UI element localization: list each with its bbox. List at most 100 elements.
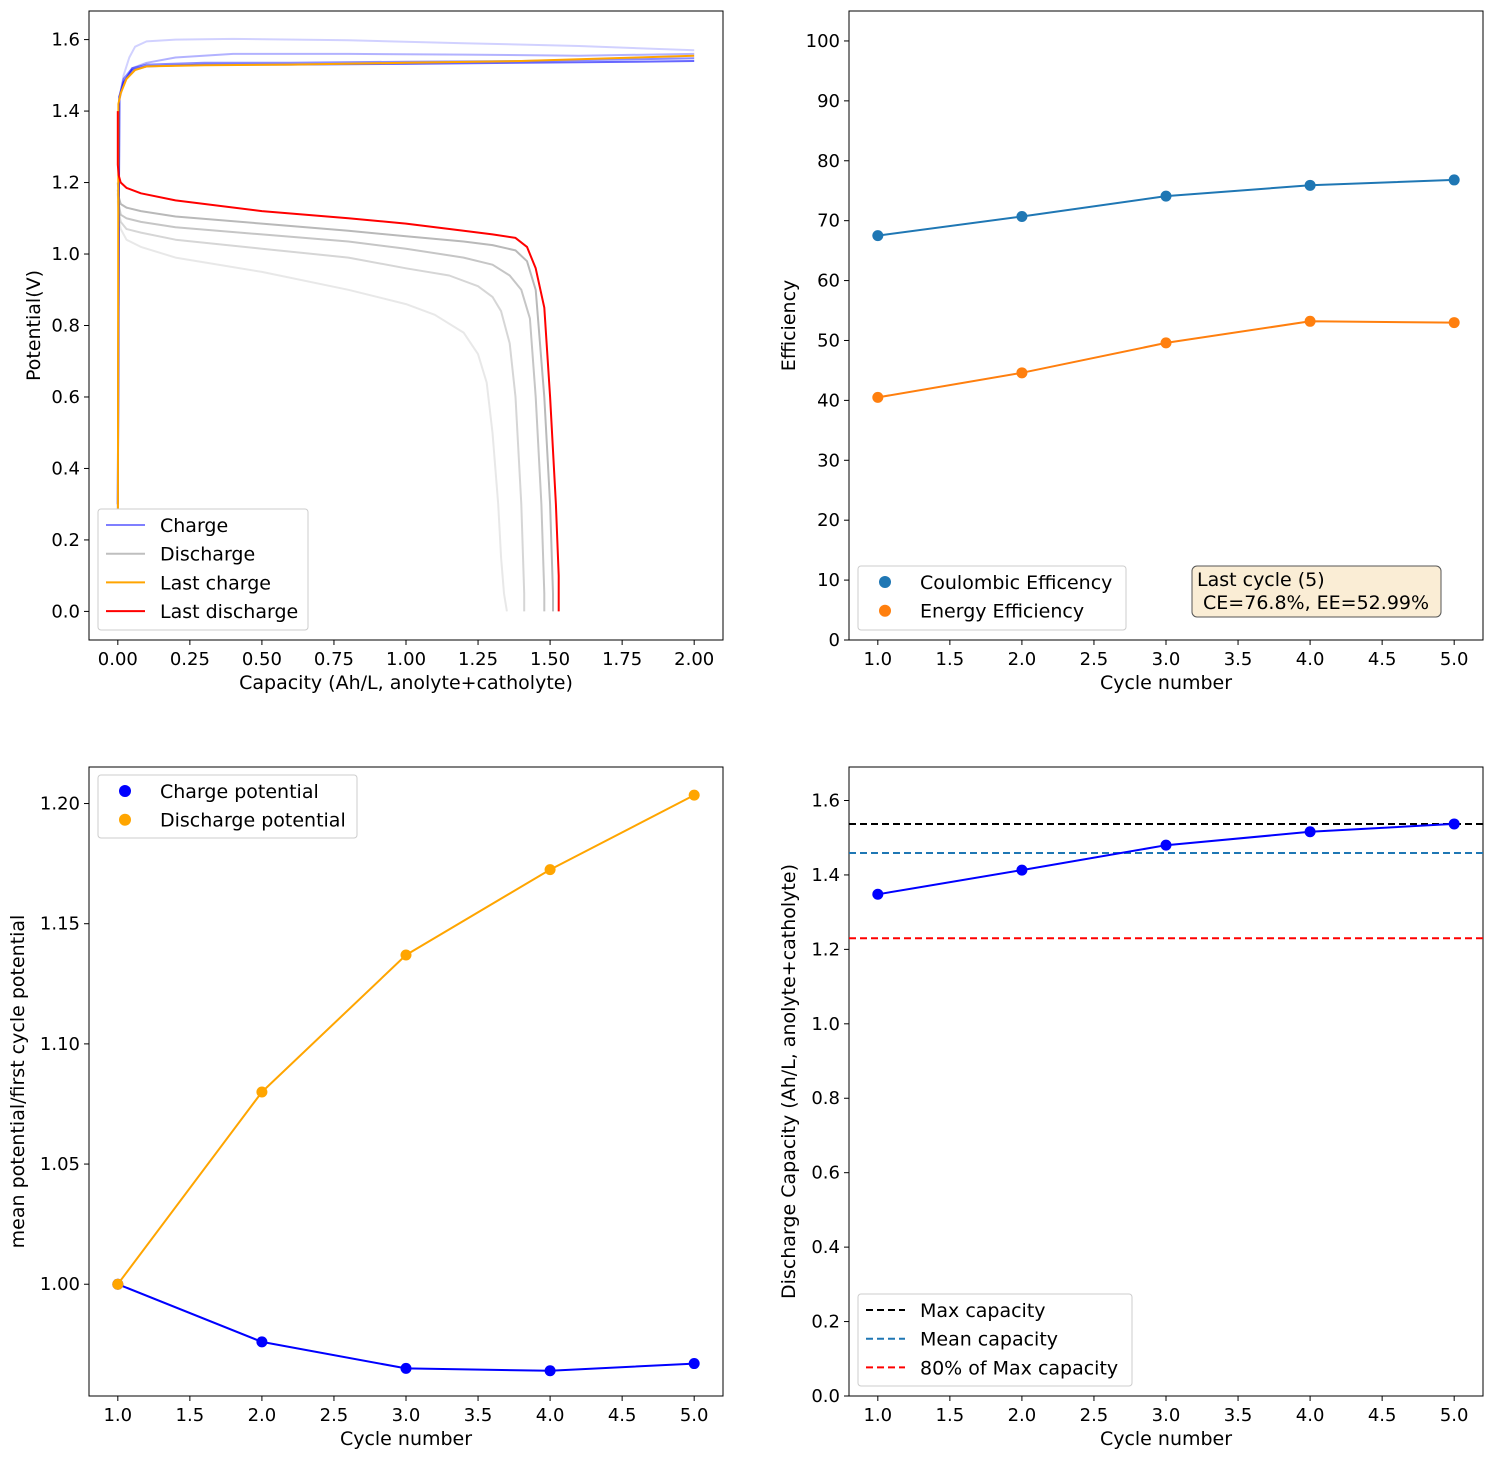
data-point [256,1086,268,1098]
legend-marker [119,785,131,797]
x-tick-label: 1.5 [176,1405,205,1426]
y-tick-label: 1.05 [40,1154,80,1175]
legend-label: 80% of Max capacity [920,1357,1118,1379]
curve-charge-cycle-4 [116,60,695,505]
x-tick-label: 1.0 [863,649,892,670]
y-tick-label: 1.0 [811,1014,840,1035]
data-point [1448,174,1460,186]
y-tick-label: 40 [817,390,840,411]
legend-label: Energy Efficiency [920,601,1084,623]
x-tick-label: 0.75 [314,649,354,670]
x-tick-label: 5.0 [1440,649,1469,670]
y-axis-label: Discharge Capacity (Ah/L, anolyte+cathol… [778,864,800,1299]
curves [116,37,695,612]
annotation-line-2: CE=76.8%, EE=52.99% [1197,592,1429,614]
x-tick-label: 2.0 [1008,649,1037,670]
y-tick-label: 10 [817,570,840,591]
curve-last-discharge-cycle-5 [116,111,560,612]
x-tick-label: 1.0 [103,1405,132,1426]
x-axis-label: Cycle number [1100,672,1232,694]
y-tick-label: 60 [817,271,840,292]
data-point [544,864,556,876]
y-tick-label: 1.10 [40,1034,80,1055]
annotation-box [1191,565,1442,618]
data-point [872,391,884,403]
data-point [544,1365,556,1377]
x-tick-label: 2.5 [320,1405,349,1426]
x-tick-label: 3.5 [1224,649,1253,670]
legend-box [857,565,1127,631]
y-tick-label: 1.2 [51,173,80,194]
data-point [1160,190,1172,202]
curve-discharge-cycle-4 [116,182,554,612]
x-tick-label: 1.00 [386,649,426,670]
x-tick-label: 4.0 [1296,1405,1325,1426]
y-tick-label: 1.00 [40,1274,80,1295]
legend-box [97,508,309,631]
x-tick-label: 2.00 [674,649,714,670]
legend-label: Charge potential [160,781,319,803]
y-tick-label: 0.2 [811,1312,840,1333]
legend-box [97,774,358,839]
y-tick-label: 0.0 [811,1386,840,1407]
y-tick-label: 80 [817,151,840,172]
x-tick-label: 2.5 [1080,649,1109,670]
x-tick-label: 3.0 [1152,1405,1181,1426]
chart-discharge-capacity: 1.0 1.5 2.0 2.5 3.0 3.5 4.0 4.5 5.0 0.0 0.2 0.4 0.6 0… [778,766,1484,1450]
data-point [1160,839,1172,851]
series-line [877,320,1455,399]
curve-discharge-cycle-3 [116,189,546,612]
x-tick-label: 4.0 [1296,649,1325,670]
curve-discharge-cycle-2 [116,193,526,612]
data-point [1448,317,1460,329]
y-tick-label: 20 [817,510,840,531]
legend-label: Discharge potential [160,810,346,832]
legend-marker [119,813,131,826]
x-tick-label: 1.5 [936,649,965,670]
curve-last-charge-cycle-5 [116,54,695,612]
y-tick-label: 0.4 [51,458,80,479]
legend-box [857,1293,1133,1387]
y-tick-label: 0.8 [811,1088,840,1109]
x-tick-label: 4.0 [536,1405,565,1426]
legend-label: Coulombic Efficency [920,572,1112,594]
series-line [877,178,1455,237]
legend-marker [879,576,891,588]
data-point [1160,337,1172,349]
y-axis-label: Potential(V) [23,270,45,381]
data-point [1016,367,1028,379]
data-point [872,888,884,900]
legend-marker [879,604,891,617]
y-tick-label: 1.2 [811,939,840,960]
data-point [112,1278,124,1290]
y-tick-label: 0.6 [51,387,80,408]
x-tick-label: 3.5 [1224,1405,1253,1426]
y-tick-label: 1.4 [51,101,80,122]
data-point [1448,818,1460,830]
legend-label: Last charge [160,572,271,594]
x-axis-label: Capacity (Ah/L, anolyte+catholyte) [239,672,573,694]
data-point [688,1358,700,1370]
x-tick-label: 1.0 [863,1405,892,1426]
y-tick-label: 0.0 [51,601,80,622]
y-tick-label: 0 [829,630,840,651]
y-tick-label: 1.15 [40,914,80,935]
data-point [1304,179,1316,191]
x-tick-label: 2.0 [248,1405,277,1426]
x-tick-label: 1.50 [530,649,570,670]
x-tick-label: 4.5 [1368,1405,1397,1426]
curve-charge-cycle-3 [116,57,695,505]
chart-potential-vs-capacity: 0.00 0.25 0.50 0.75 1.00 1.25 1.50 1.75 2.00 0.0 0… [23,10,724,694]
y-tick-label: 30 [817,450,840,471]
y-tick-label: 1.0 [51,244,80,265]
curve-discharge-cycle-1 [116,200,508,612]
data-point [688,789,700,801]
y-tick-label: 0.8 [51,316,80,337]
y-tick-label: 1.20 [40,794,80,815]
x-tick-label: 1.5 [936,1405,965,1426]
data-point [1304,826,1316,838]
legend-label: Last discharge [160,601,298,623]
y-tick-label: 1.6 [811,790,840,811]
x-tick-label: 4.5 [1368,649,1397,670]
series-line [117,1283,695,1372]
